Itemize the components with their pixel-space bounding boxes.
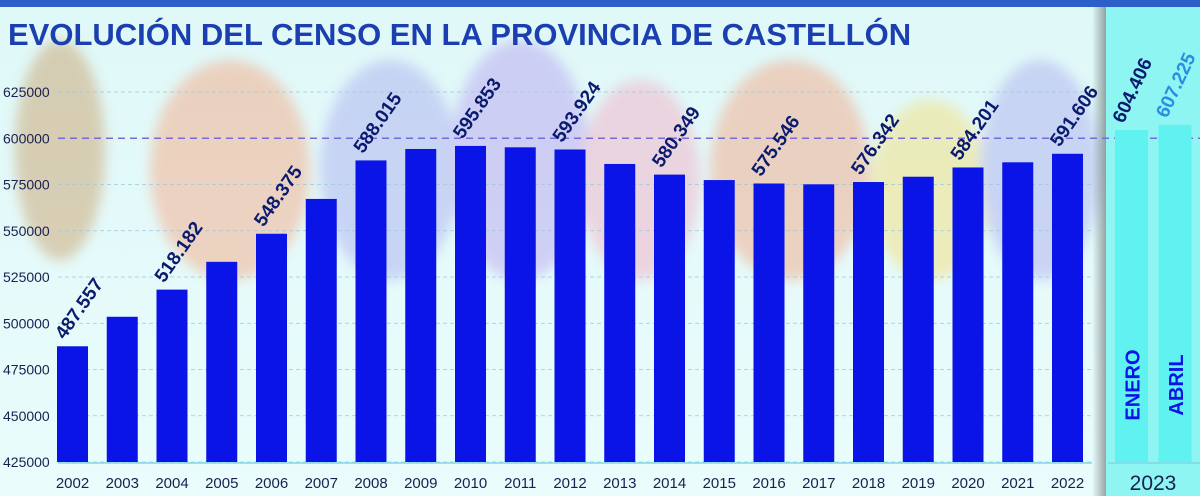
x-tick-label: 2019 [902,475,935,492]
y-tick-label: 425000 [3,454,50,470]
bar-2003 [106,316,138,462]
x-tick-label: 2005 [205,475,238,492]
x-tick-label: 2020 [951,475,984,492]
bar-2007 [305,198,337,462]
bar-2006 [256,233,287,462]
bar-2012 [554,149,586,462]
x-axis-ticks: 2002 2003 2004 2005 2006 2007 2008 2009 2010 2011… [56,472,1177,495]
x-tick-label: 2016 [752,475,785,492]
bar-2011 [504,147,536,462]
chart-title: EVOLUCIÓN DEL CENSO EN LA PROVINCIA DE C… [8,16,911,52]
bar-2013 [604,163,636,462]
bar-2019 [902,176,934,463]
x-tick-label: 2021 [1001,475,1034,492]
bar-2014 [654,174,685,462]
x-tick-label: 2018 [852,475,885,492]
x-tick-label: 2015 [703,475,736,492]
x-tick-label: 2022 [1051,475,1084,492]
y-tick-label: 525000 [3,269,50,285]
y-tick-label: 450000 [3,408,50,424]
x-tick-label: 2002 [56,475,89,492]
y-tick-label: 600000 [3,130,50,146]
x-tick-label: 2003 [106,475,139,492]
bar-2017 [803,184,835,462]
x-tick-label: 2010 [454,475,487,492]
bar-2005 [206,261,238,462]
x-tick-label: 2013 [603,475,636,492]
x-tick-label: 2017 [802,475,835,492]
y-tick-label: 500000 [3,315,50,331]
bar-2009 [405,148,437,463]
bar-2018 [853,182,884,462]
bar-2015 [703,180,735,462]
bar-2023-abril [1158,124,1192,462]
bar-2023-enero [1115,130,1148,462]
bars [57,124,1192,463]
y-tick-label: 550000 [3,223,50,239]
y-tick-label: 475000 [3,362,50,378]
bar-2022 [1052,153,1083,462]
x-tick-label: 2014 [653,475,686,492]
x-tick-label: 2012 [553,475,586,492]
x-tick-label: 2006 [255,475,288,492]
bar-2021 [1002,162,1034,463]
bar-month-label: ABRIL [1166,354,1188,415]
bar-month-label: ENERO [1123,349,1145,420]
panel-shadow [1092,7,1106,496]
x-tick-label: 2007 [305,475,338,492]
x-tick-label: 2011 [504,475,536,492]
bar-2008 [355,160,387,463]
bar-2010 [455,145,486,463]
y-tick-label: 575000 [3,177,50,193]
top-strip [0,0,1200,7]
x-tick-label-2023: 2023 [1130,472,1177,495]
bar-2002 [57,346,88,462]
bar-2016 [753,183,785,462]
bar-2020 [952,167,984,462]
y-axis-ticks: 425000 450000 475000 500000 525000 550000 5750… [3,84,50,470]
y-tick-label: 625000 [3,84,50,100]
x-tick-label: 2009 [404,475,437,492]
x-tick-label: 2008 [354,475,387,492]
x-tick-label: 2004 [155,475,188,492]
bar-2004 [156,289,188,462]
